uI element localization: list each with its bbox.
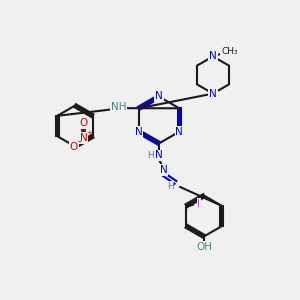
Text: OH: OH	[196, 242, 212, 252]
Text: +: +	[86, 130, 92, 136]
Text: O: O	[80, 118, 88, 128]
Text: N: N	[155, 150, 163, 161]
Text: N: N	[155, 91, 163, 101]
Text: N: N	[135, 127, 142, 137]
Text: CH₃: CH₃	[221, 46, 238, 56]
Text: N: N	[209, 51, 217, 62]
Text: N: N	[160, 165, 167, 175]
Text: O: O	[70, 142, 78, 152]
Text: I: I	[197, 199, 200, 209]
Text: N: N	[176, 127, 183, 137]
Text: N: N	[80, 133, 88, 143]
Text: H: H	[167, 182, 174, 191]
Text: NH: NH	[110, 102, 126, 112]
Text: -: -	[77, 136, 81, 146]
Text: H: H	[147, 151, 154, 160]
Text: N: N	[209, 88, 217, 99]
